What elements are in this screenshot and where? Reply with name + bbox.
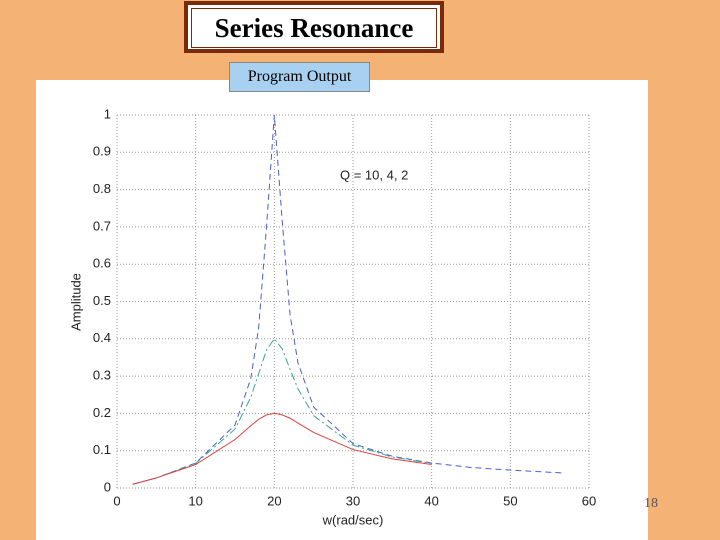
- y-tick-label: 0.9: [93, 144, 111, 159]
- annotation: Q = 10, 4, 2: [340, 167, 408, 182]
- y-tick-label: 0: [104, 479, 111, 494]
- x-tick-label: 30: [346, 493, 360, 508]
- y-tick-label: 0.4: [93, 330, 111, 345]
- caption: Program Output: [229, 62, 370, 92]
- chart: Q = 10, 4, 2 w(rad/sec) Amplitude 0 0.1 0.…: [36, 80, 648, 540]
- series-line: [132, 412, 432, 485]
- y-tick-label: 0.3: [93, 368, 111, 383]
- y-tick-label: 0.7: [93, 218, 111, 233]
- page-number: 18: [644, 496, 658, 511]
- series-line: [132, 337, 432, 485]
- y-tick-label: 0.6: [93, 256, 111, 271]
- y-tick-label: 0.1: [93, 442, 111, 457]
- x-tick-label: 20: [267, 493, 281, 508]
- series-line: [132, 114, 566, 485]
- x-tick-label: 50: [503, 493, 517, 508]
- y-tick-label: 1: [104, 106, 111, 121]
- x-tick-label: 0: [113, 493, 120, 508]
- x-axis-label: w(rad/sec): [322, 512, 384, 527]
- y-tick-label: 0.5: [93, 293, 111, 308]
- title-box: Series Resonance: [184, 1, 444, 53]
- slide-title: Series Resonance: [191, 8, 437, 48]
- x-tick-label: 10: [188, 493, 202, 508]
- x-tick-label: 40: [424, 493, 438, 508]
- plot-background: [36, 80, 648, 540]
- y-tick-label: 0.8: [93, 181, 111, 196]
- y-axis-label: Amplitude: [68, 273, 83, 331]
- x-tick-label: 60: [582, 493, 596, 508]
- y-tick-label: 0.2: [93, 405, 111, 420]
